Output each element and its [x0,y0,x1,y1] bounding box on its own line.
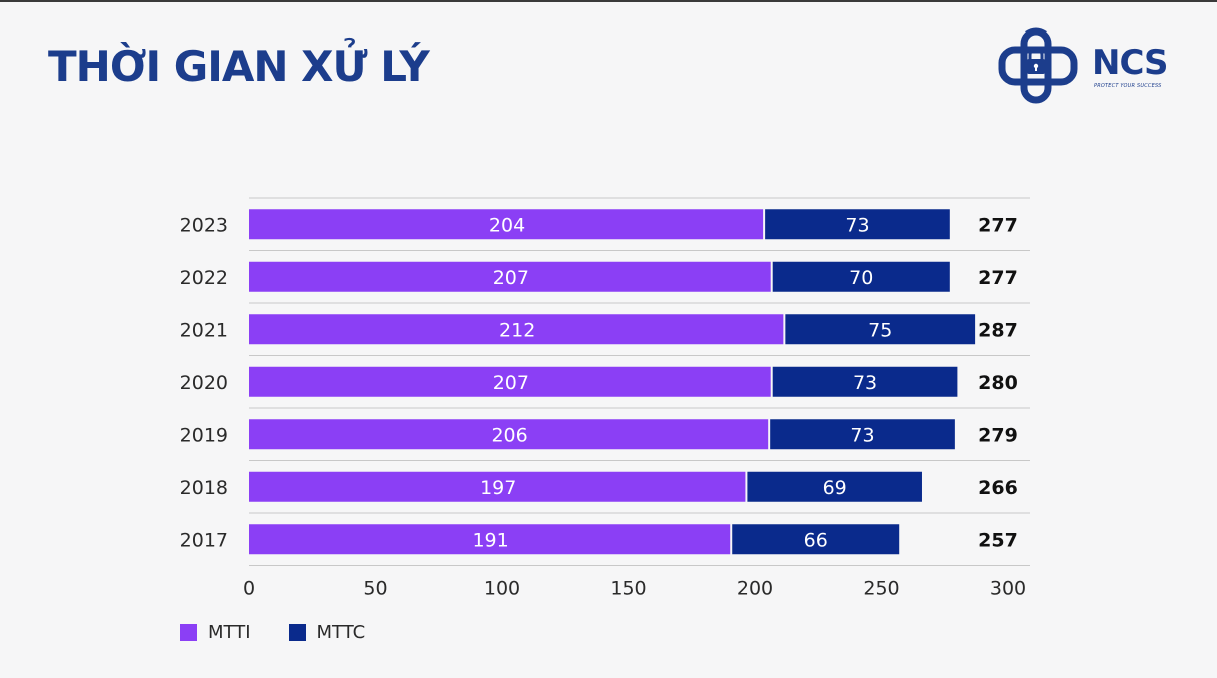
bar-mtti [249,524,731,555]
bar-value-label: 191 [472,529,508,551]
x-tick-label: 0 [243,578,255,600]
ncs-logo: NCS PROTECT YOUR SUCCESS [996,26,1186,106]
total-label: 266 [978,477,1018,499]
page-title: THỜI GIAN XỬ LÝ [48,42,430,91]
bar-mtti [249,471,746,502]
x-tick-label: 50 [363,578,387,600]
category-label: 2023 [180,214,228,236]
legend-item-mttc: MTTC [288,622,366,643]
x-tick-label: 300 [990,578,1026,600]
bar-mtti [249,366,771,397]
bar-value-label: 204 [489,214,525,236]
total-label: 287 [978,319,1018,341]
category-label: 2022 [180,267,228,289]
category-label: 2018 [180,477,228,499]
bar-mtti [249,209,764,240]
legend-item-mtti: MTTI [180,622,251,643]
bar-mtti [249,314,784,345]
shield-lock-icon [998,27,1078,104]
bar-value-label: 207 [493,372,529,394]
total-label: 277 [978,214,1018,236]
category-label: 2017 [180,529,228,551]
bar-value-label: 69 [823,477,847,499]
bar-value-label: 197 [480,477,516,499]
legend: MTTI MTTC [180,622,403,643]
bar-value-label: 73 [853,372,877,394]
legend-swatch-mtti [180,624,197,641]
bar-value-label: 207 [493,267,529,289]
bar-mtti [249,261,771,292]
bar-mttc [772,366,958,397]
total-label: 279 [978,424,1018,446]
legend-label-mtti: MTTI [208,622,251,643]
bar-mttc [765,209,950,240]
bar-mttc [785,314,976,345]
total-label: 280 [978,372,1018,394]
logo-wordmark: NCS [1092,43,1169,83]
bar-mtti [249,419,769,450]
x-tick-label: 250 [863,578,899,600]
bar-mttc [770,419,955,450]
bar-value-label: 73 [845,214,869,236]
category-label: 2019 [180,424,228,446]
x-tick-label: 100 [484,578,520,600]
bar-mttc [772,261,950,292]
bar-value-label: 75 [868,319,892,341]
bar-value-label: 206 [491,424,527,446]
bar-value-label: 212 [499,319,535,341]
bar-mttc [732,524,900,555]
total-label: 257 [978,529,1018,551]
x-tick-label: 200 [737,578,773,600]
bar-value-label: 70 [849,267,873,289]
legend-label-mttc: MTTC [316,622,366,643]
bar-mttc [747,471,922,502]
total-label: 277 [978,267,1018,289]
category-label: 2020 [180,372,228,394]
x-tick-label: 150 [610,578,646,600]
bar-value-label: 73 [850,424,874,446]
category-label: 2021 [180,319,228,341]
bar-value-label: 66 [804,529,828,551]
legend-swatch-mttc [288,624,306,641]
top-rule [0,0,1217,2]
logo-tagline: PROTECT YOUR SUCCESS [1094,83,1162,89]
